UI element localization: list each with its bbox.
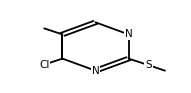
Text: N: N (92, 66, 99, 76)
Text: N: N (125, 29, 132, 39)
Text: S: S (145, 60, 152, 70)
Text: Cl: Cl (39, 60, 49, 70)
